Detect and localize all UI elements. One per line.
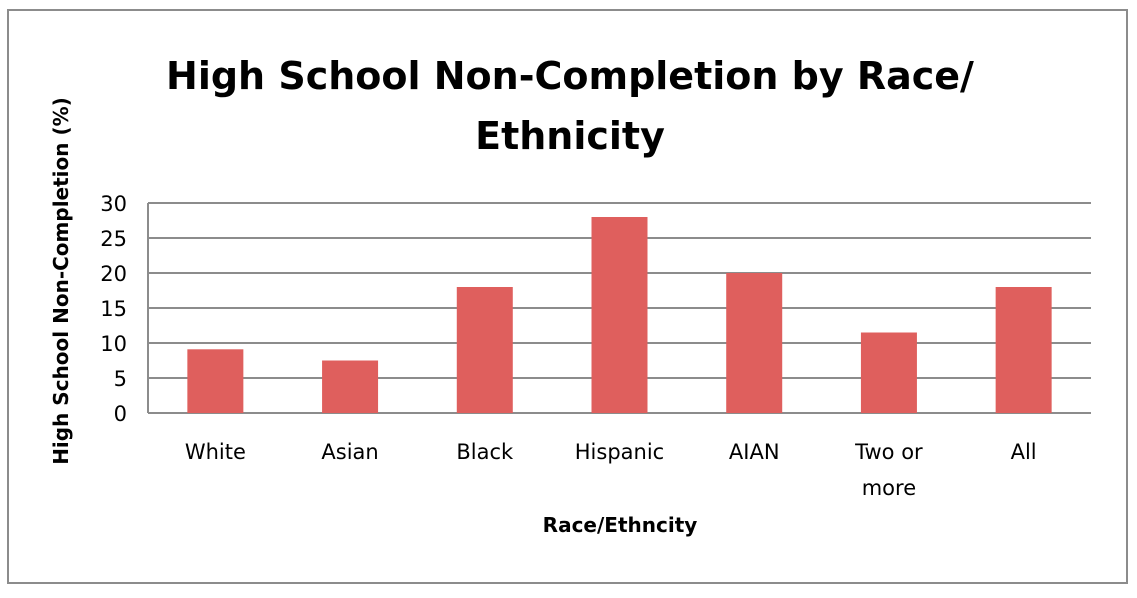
y-tick-label: 20 [100,262,127,286]
x-tick-label: AIAN [729,440,780,464]
y-tick-label: 25 [100,227,127,251]
chart-title: High School Non-Completion by Race/ Ethn… [166,54,974,158]
x-tick-label: Asian [321,440,378,464]
bar [187,349,244,413]
x-axis-label: Race/Ethncity [542,513,698,537]
bar [726,273,783,413]
x-tick-label: All [1011,440,1037,464]
y-tick-label: 0 [114,402,127,426]
bar [322,360,379,413]
bar [591,217,648,413]
x-tick-label: White [185,440,246,464]
x-tick-label: Hispanic [575,440,664,464]
chart-frame [7,9,1128,584]
y-tick-label: 15 [100,297,127,321]
y-tick-label: 30 [100,192,127,216]
y-tick-label: 10 [100,332,127,356]
bar [860,332,917,413]
bar [995,287,1052,413]
x-tick-label: Two or more [854,440,923,500]
x-tick-label: Black [456,440,514,464]
bar [456,287,513,413]
y-tick-label: 5 [114,367,127,391]
